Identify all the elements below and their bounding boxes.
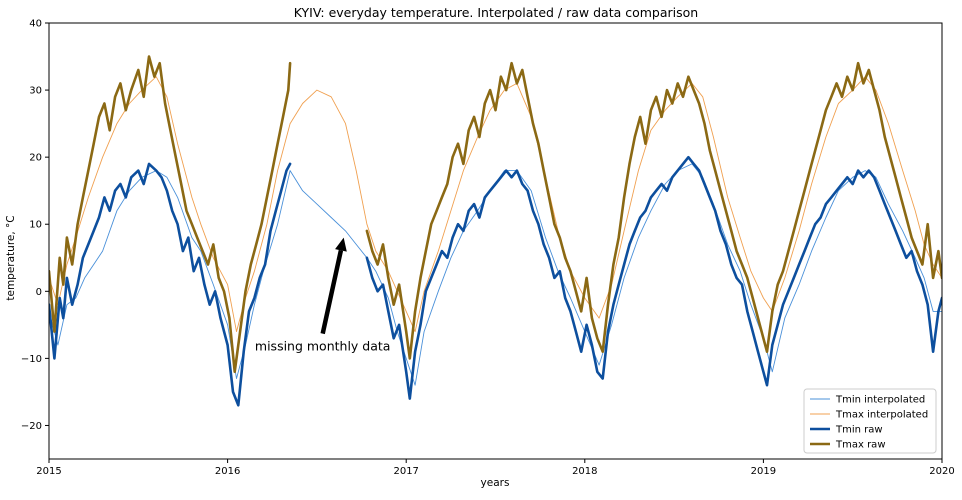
legend-label: Tmin interpolated	[835, 395, 925, 406]
series-line-tmin-raw-segment-1	[365, 155, 942, 400]
legend-box	[803, 388, 937, 454]
y-axis-label: temperature, °C	[5, 215, 17, 300]
series-line-tmin-raw-segment-0	[49, 162, 292, 407]
series-line-tmax-interpolated	[49, 76, 942, 333]
legend-label: Tmin raw	[835, 425, 883, 436]
series-line-tmax-raw-segment-0	[49, 55, 292, 374]
y-tick-label: 30	[29, 86, 42, 97]
legend: Tmin interpolated Tmax interpolated Tmin r…	[803, 388, 937, 454]
x-tick-label: 2018	[572, 466, 597, 477]
series-line-tmax-raw-segment-1	[365, 61, 942, 360]
plot-area	[49, 55, 942, 407]
chart-title: KYIV: everyday temperature. Interpolated…	[294, 5, 698, 20]
x-tick-label: 2019	[751, 466, 776, 477]
x-tick-label: 2020	[929, 466, 954, 477]
series-group	[49, 55, 942, 407]
legend-label: Tmax interpolated	[835, 410, 928, 421]
annotation: missing monthly data	[255, 237, 391, 354]
annotation-arrow-shaft	[320, 249, 344, 335]
x-tick-label: 2017	[393, 466, 418, 477]
annotation-text: missing monthly data	[255, 339, 391, 354]
x-axis-label: years	[481, 477, 510, 489]
series-line-tmin-interpolated	[49, 163, 942, 386]
x-tick-label: 2015	[36, 466, 61, 477]
y-tick-label: 0	[36, 287, 42, 298]
y-tick-label: 10	[29, 220, 42, 231]
y-tick-label: 20	[29, 153, 42, 164]
y-tick-label: −10	[21, 354, 42, 365]
annotation-arrow-head	[335, 237, 347, 252]
legend-label: Tmax raw	[835, 440, 886, 451]
x-tick-label: 2016	[215, 466, 240, 477]
y-tick-label: 40	[29, 19, 42, 30]
axes: 2015 2016 2017 2018 2019 2020 −20 −10 0 10 20 30 40	[21, 19, 955, 478]
plot-frame	[48, 22, 943, 460]
y-tick-label: −20	[21, 421, 42, 432]
